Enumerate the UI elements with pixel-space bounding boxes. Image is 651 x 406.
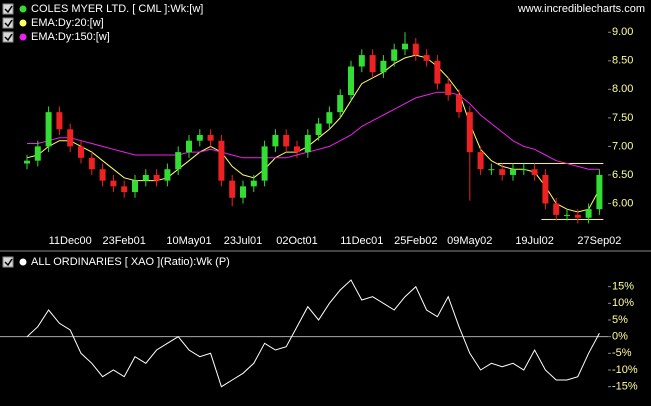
candle-body [574, 214, 581, 218]
candle-body [142, 174, 149, 181]
x-tick-label: 23Jul01 [224, 235, 263, 247]
candle-body [132, 180, 138, 193]
candle-body [24, 160, 30, 164]
x-tick-label: 09May02 [447, 235, 492, 247]
candle-body [272, 134, 279, 147]
candle-body [45, 112, 52, 147]
y-tick-label: -15% [612, 381, 638, 393]
legend-check [4, 19, 13, 28]
site-url: www.incrediblecharts.com [517, 3, 645, 15]
x-tick-label: 11Dec01 [340, 235, 383, 247]
candle-body [56, 112, 63, 130]
legend-check [4, 258, 13, 267]
candle-body [153, 174, 160, 181]
candle-body [315, 123, 322, 135]
legend-label: COLES MYER LTD. [ CML ]:Wk:[w] [31, 3, 203, 15]
candle-body [466, 112, 473, 153]
candle-body [585, 209, 592, 218]
candle-body [542, 174, 549, 204]
ratio-line [26, 279, 600, 388]
legend-checkbox [2, 31, 14, 43]
candle-body [110, 180, 117, 187]
candle-body [196, 134, 203, 141]
legend-marker [19, 33, 27, 41]
legend-checkbox [2, 3, 14, 15]
legend-checkbox [2, 256, 14, 268]
candle-body [304, 134, 311, 153]
legend-check [4, 33, 13, 42]
y-tick-label: -5% [612, 347, 632, 359]
y-tick-label: 7.50 [612, 112, 633, 124]
candle-body [520, 169, 527, 171]
legend-marker [19, 19, 27, 27]
candle-body [283, 134, 290, 147]
candle-body [456, 95, 462, 113]
candle-body [412, 43, 419, 56]
candle-body [261, 146, 268, 181]
candle-body [240, 186, 246, 198]
candle-body [531, 169, 538, 175]
y-tick-label: 6.50 [612, 169, 633, 181]
legend-label: ALL ORDINARIES [ XAO ](Ratio):Wk (P) [31, 256, 230, 268]
x-tick-label: 11Dec00 [49, 235, 92, 247]
y-tick-label: 6.00 [612, 197, 633, 209]
candle-body [564, 214, 570, 216]
y-tick-label: 10% [612, 297, 634, 309]
candle-body [445, 83, 452, 96]
candle-body [391, 49, 398, 61]
candle-body [380, 60, 387, 73]
candle-body [434, 60, 441, 84]
y-tick-label: 7.00 [612, 140, 633, 152]
legend-checkbox [2, 17, 14, 29]
candle-body [423, 55, 430, 61]
y-tick-label: 8.50 [612, 55, 633, 67]
candle-body [207, 134, 214, 141]
x-tick-label: 23Feb01 [102, 235, 145, 247]
candle-body [294, 146, 300, 153]
candle-body [402, 43, 408, 50]
candle-body [510, 169, 516, 175]
candle-body [337, 95, 344, 113]
candle-body [553, 203, 560, 215]
x-tick-label: 02Oct01 [276, 235, 318, 247]
legend-label: EMA:Dy:150:[w] [31, 31, 110, 43]
y-tick-label: -10% [612, 364, 638, 376]
legend-label: EMA:Dy:20:[w] [31, 17, 104, 29]
x-tick-label: 19Jul02 [515, 235, 554, 247]
candle-body [229, 180, 236, 198]
y-tick-label: 0% [612, 331, 628, 343]
x-tick-label: 27Sep02 [577, 235, 621, 247]
candle-body [218, 140, 225, 181]
candle-body [326, 112, 333, 124]
candle-body [596, 174, 603, 210]
candle-body [164, 169, 171, 181]
candle-body [78, 146, 84, 158]
candle-body [34, 146, 41, 161]
ema-line [26, 54, 600, 213]
y-tick-label: 15% [612, 281, 634, 293]
candle-body [369, 55, 376, 73]
ema-line [27, 91, 600, 170]
candle-body [99, 169, 106, 181]
candle-body [488, 169, 495, 171]
candle-body [88, 157, 95, 170]
x-tick-label: 10May01 [166, 235, 211, 247]
candle-body [499, 169, 506, 175]
legend-check [4, 5, 13, 14]
x-tick-label: 25Feb02 [394, 235, 437, 247]
candle-body [121, 186, 128, 193]
candle-body [348, 66, 354, 96]
legend-marker [19, 5, 27, 13]
y-tick-label: 8.00 [612, 83, 633, 95]
candle-body [477, 152, 484, 170]
legend-marker [19, 258, 27, 266]
y-tick-label: 9.00 [612, 26, 633, 38]
candle-body [358, 55, 365, 67]
candle-body [186, 140, 192, 153]
candle-body [175, 152, 182, 170]
y-tick-label: 5% [612, 314, 628, 326]
candle-body [250, 180, 257, 187]
candle-body [67, 129, 74, 147]
